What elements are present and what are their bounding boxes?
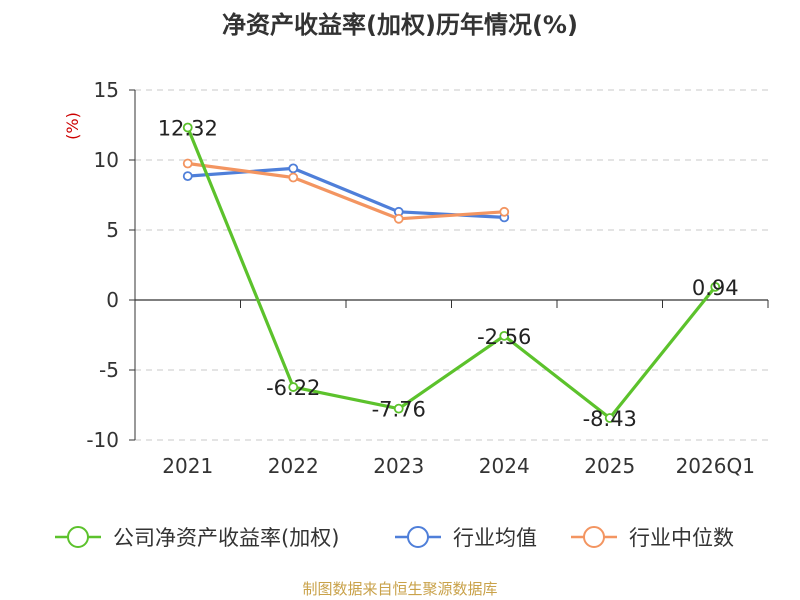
data-label: -2.56 [477,325,531,349]
legend-item[interactable]: 公司净资产收益率(加权) [55,526,339,550]
chart-title: 净资产收益率(加权)历年情况(%) [222,11,578,39]
y-tick-label: 15 [94,78,119,102]
grid-lines [135,89,768,441]
legend-marker-icon [583,526,605,548]
y-tick-label: 5 [106,218,119,242]
y-axis-unit-label: (%) [63,112,82,140]
data-labels: 12.32 -6.22 -7.76 -2.56 -8.43 0.94 [158,117,739,431]
data-label: -8.43 [583,407,637,431]
data-point [288,163,299,174]
series-line [187,161,505,221]
series-layer [182,122,721,423]
x-tick-label: 2021 [162,454,213,478]
data-point [710,281,721,292]
legend-marker-icon [67,526,89,548]
x-tick-label: 2023 [373,454,424,478]
legend-label: 公司净资产收益率(加权) [113,526,339,550]
data-point [499,206,510,217]
data-label: 0.94 [692,276,739,300]
y-tick-label: -10 [86,428,119,452]
legend-label: 行业中位数 [629,526,734,550]
axes [129,89,769,441]
data-label: -6.22 [266,376,320,400]
legend-label: 行业均值 [453,526,537,550]
data-point [182,158,193,169]
legend-item[interactable]: 行业中位数 [571,526,734,550]
tick-labels: 15 10 5 0 -5 -10 2021 2022 2023 2024 2025 2026Q1 [86,78,755,478]
legend-marker-icon [407,526,429,548]
legend[interactable]: 公司净资产收益率(加权) 行业均值 行业中位数 [55,526,734,550]
x-tick-label: 2022 [268,454,319,478]
data-point [288,172,299,183]
series-line [187,166,505,219]
data-point [393,403,404,414]
x-tick-label: 2025 [584,454,635,478]
y-tick-label: -5 [99,358,119,382]
data-point [182,122,193,133]
data-point [182,171,193,182]
series-line [186,126,717,420]
data-point [393,213,404,224]
legend-item[interactable]: 行业均值 [395,526,537,550]
y-tick-label: 10 [94,148,119,172]
y-tick-label: 0 [106,288,119,312]
x-tick-label: 2024 [479,454,530,478]
data-label: 12.32 [158,117,218,141]
data-point [499,330,510,341]
data-label: -7.76 [372,398,426,422]
source-note: 制图数据来自恒生聚源数据库 [302,580,497,598]
data-point [288,382,299,392]
x-tick-label: 2026Q1 [676,454,755,478]
data-point [604,413,615,423]
